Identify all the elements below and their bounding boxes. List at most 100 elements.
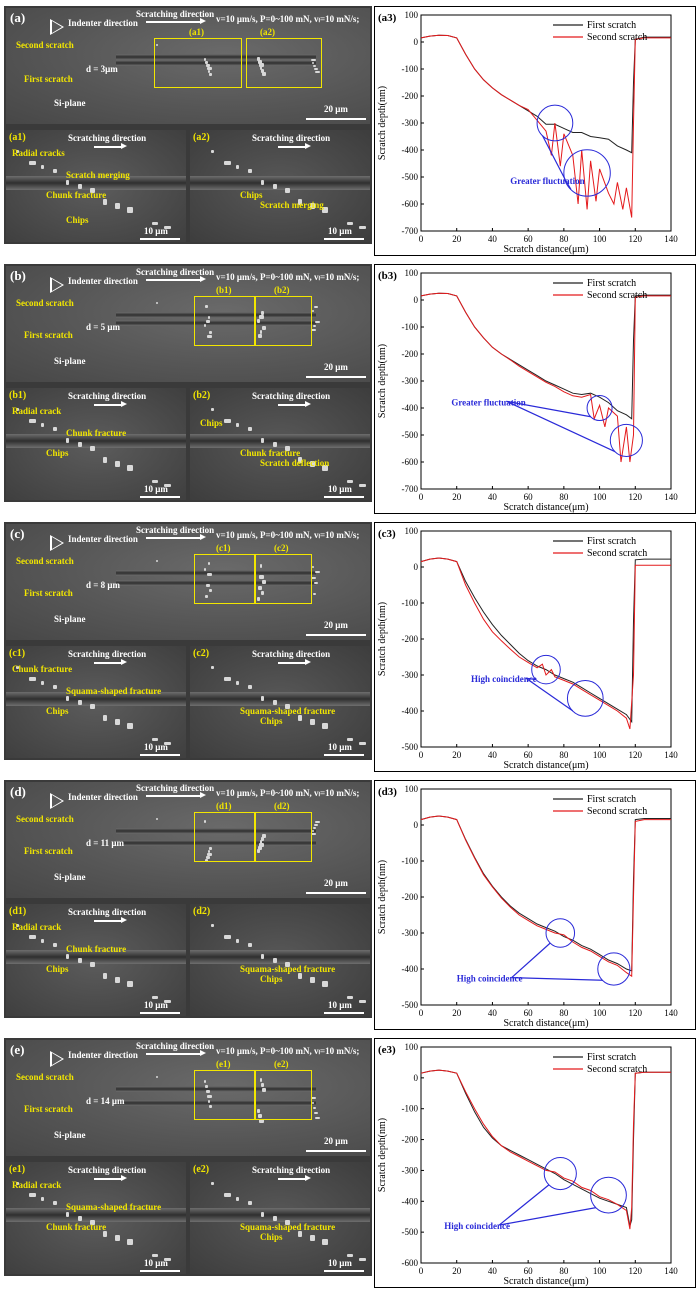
chip-particle bbox=[115, 203, 120, 209]
detail-direction-arrow bbox=[94, 401, 127, 407]
x-tick-label: 60 bbox=[524, 234, 534, 244]
scale-bar bbox=[306, 376, 366, 378]
detail-scale-bar bbox=[140, 1012, 180, 1014]
detail-scratching-direction: Scratching direction bbox=[68, 907, 147, 917]
series-line-first bbox=[420, 1069, 671, 1227]
chip-particle bbox=[103, 457, 107, 463]
chip-particle bbox=[236, 939, 239, 943]
chip-particle bbox=[285, 962, 290, 967]
detail-scale-bar bbox=[324, 496, 364, 498]
chip-particle bbox=[66, 180, 69, 185]
zoom-box-2-label: (e2) bbox=[274, 1059, 289, 1069]
detail-scale-bar bbox=[140, 496, 180, 498]
chip-particle bbox=[53, 685, 57, 689]
chip-particle bbox=[206, 584, 210, 587]
x-axis-label: Scratch distance(μm) bbox=[503, 502, 588, 513]
chip-particle bbox=[315, 571, 320, 573]
x-tick-label: 120 bbox=[629, 492, 643, 502]
detail-scratching-direction: Scratching direction bbox=[252, 1165, 331, 1175]
feature-annotation: Chunk fracture bbox=[12, 664, 73, 674]
chip-particle bbox=[312, 566, 314, 568]
y-tick-label: 0 bbox=[414, 562, 419, 572]
zoom-box-1 bbox=[194, 296, 256, 346]
y-tick-label: -500 bbox=[402, 430, 419, 440]
y-tick-label: 100 bbox=[405, 784, 419, 794]
annotation-arrow bbox=[506, 400, 616, 453]
chip-particle bbox=[322, 465, 328, 471]
chip-particle bbox=[347, 996, 353, 999]
chip-particle bbox=[156, 302, 158, 304]
chip-particle bbox=[204, 58, 206, 61]
panel-row-e: (e) Indenter direction Scratching directio… bbox=[0, 1038, 700, 1290]
y-tick-label: -700 bbox=[402, 226, 419, 236]
feature-annotation: Chunk fracture bbox=[46, 1222, 107, 1232]
chip-particle bbox=[103, 973, 107, 979]
sem-detail-right: (b2) Scratching direction Chunk fracture Sc… bbox=[190, 388, 370, 500]
chip-particle bbox=[322, 981, 328, 987]
annotation-arrow bbox=[511, 942, 551, 979]
chip-particle bbox=[313, 593, 316, 595]
chip-particle bbox=[209, 331, 212, 334]
chip-particle bbox=[257, 849, 260, 853]
spacing-label: d = 14 μm bbox=[86, 1096, 125, 1106]
chip-particle bbox=[209, 847, 212, 850]
chip-particle bbox=[115, 719, 120, 725]
y-axis-label: Scratch depth(nm) bbox=[377, 602, 388, 676]
y-tick-label: -500 bbox=[402, 742, 419, 752]
chip-particle bbox=[205, 61, 208, 64]
chip-particle bbox=[29, 935, 36, 939]
detail-scale-label: 10 μm bbox=[144, 484, 168, 494]
chip-particle bbox=[66, 438, 69, 443]
chip-particle bbox=[273, 700, 277, 705]
legend-label: Second scratch bbox=[587, 548, 647, 559]
chip-particle bbox=[41, 1197, 44, 1201]
chip-particle bbox=[115, 461, 120, 467]
chip-particle bbox=[103, 1231, 107, 1237]
chip-particle bbox=[258, 846, 262, 850]
zoom-box-2-label: (c2) bbox=[274, 543, 289, 553]
chip-particle bbox=[259, 63, 264, 67]
y-tick-label: -200 bbox=[402, 1135, 419, 1145]
chip-particle bbox=[66, 1212, 69, 1217]
y-tick-label: -700 bbox=[402, 484, 419, 494]
chip-particle bbox=[314, 1112, 318, 1114]
y-tick-label: -400 bbox=[402, 1196, 419, 1206]
chip-particle bbox=[211, 408, 214, 411]
detail-scale-label: 10 μm bbox=[328, 742, 352, 752]
chart-svg: 0 20 40 60 80 100 120 140 100 0 -100 -200 -300 -400 -5… bbox=[377, 10, 678, 255]
chip-particle bbox=[261, 311, 264, 315]
x-tick-label: 140 bbox=[664, 234, 678, 244]
sem-overview-image: (e) Indenter direction Scratching directio… bbox=[6, 1040, 370, 1156]
chip-particle bbox=[359, 1000, 366, 1003]
chip-particle bbox=[314, 68, 318, 70]
chip-particle bbox=[208, 850, 210, 853]
chip-particle bbox=[207, 853, 212, 856]
y-tick-label: 0 bbox=[414, 37, 419, 47]
test-parameters: v=10 μm/s, P=0~100 mN, vₗ=10 mN/s; bbox=[216, 272, 360, 282]
feature-annotation: Chunk fracture bbox=[46, 190, 107, 200]
zoom-box-1-label: (b1) bbox=[216, 285, 232, 295]
scratching-direction-arrow bbox=[146, 276, 206, 282]
feature-annotation: Chips bbox=[46, 706, 69, 716]
first-scratch-label: First scratch bbox=[24, 588, 73, 598]
highlight-circle bbox=[590, 1176, 627, 1214]
sem-detail-right: (a2) Scratching direction Chips Scratch mer… bbox=[190, 130, 370, 242]
chip-particle bbox=[205, 595, 208, 598]
legend-label: Second scratch bbox=[587, 290, 647, 301]
chart-panel-c: 0 20 40 60 80 100 120 140 100 0 -100 -200 -300 -400 -5… bbox=[374, 522, 696, 772]
scale-bar bbox=[306, 1150, 366, 1152]
chip-particle bbox=[236, 681, 239, 685]
chip-particle bbox=[322, 723, 328, 729]
scratch-groove bbox=[190, 950, 370, 964]
chip-particle bbox=[273, 958, 277, 963]
detail-label: (c1) bbox=[9, 648, 26, 659]
y-tick-label: -200 bbox=[402, 634, 419, 644]
scale-bar bbox=[306, 118, 366, 120]
zoom-box-1 bbox=[194, 1070, 256, 1120]
detail-direction-arrow bbox=[94, 659, 127, 665]
detail-direction-arrow bbox=[94, 143, 127, 149]
panel-label: (e) bbox=[10, 1042, 25, 1057]
chip-particle bbox=[224, 1193, 231, 1197]
chip-particle bbox=[204, 1080, 206, 1083]
y-tick-label: -600 bbox=[402, 1258, 419, 1268]
